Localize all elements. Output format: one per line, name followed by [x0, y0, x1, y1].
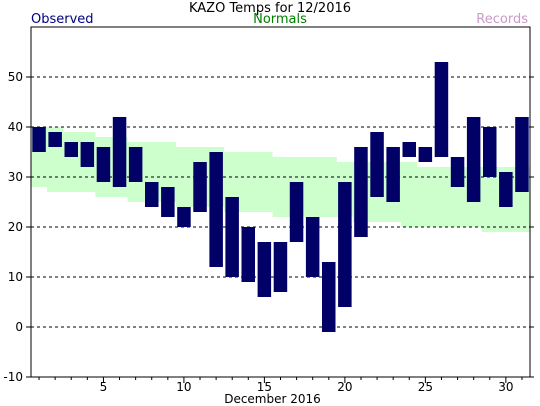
y-tick-label: 10	[8, 270, 23, 284]
observed-bar-day-13	[225, 197, 239, 277]
observed-bar-day-19	[322, 262, 336, 332]
chart-title: KAZO Temps for 12/2016	[188, 1, 352, 16]
y-tick-label: 20	[8, 220, 23, 234]
observed-bar-day-27	[450, 157, 465, 187]
observed-bar-day-31	[515, 117, 529, 192]
x-tick-label: 5	[100, 380, 108, 394]
axis-ticks-layer: -10 0 10 20 30 40 50 5 10 15 20 25 30	[3, 70, 534, 394]
observed-bar-day-16	[273, 242, 288, 292]
x-axis-label: December 2016	[224, 392, 321, 406]
normals-band-layer	[31, 127, 530, 232]
observed-bar-day-1	[32, 127, 46, 152]
legend-normals: Normals	[253, 12, 307, 27]
observed-bar-day-25	[418, 147, 433, 162]
observed-bar-day-28	[466, 117, 481, 202]
observed-bar-day-20	[338, 182, 352, 307]
observed-bars-layer	[32, 62, 529, 332]
y-tick-label: 40	[8, 120, 23, 134]
observed-bar-day-7	[128, 147, 143, 182]
observed-bar-day-29	[483, 127, 497, 177]
x-tick-label: 20	[337, 380, 352, 394]
observed-bar-day-3	[64, 142, 78, 157]
legend-observed: Observed	[31, 12, 94, 27]
observed-bar-day-18	[305, 217, 320, 277]
observed-bar-day-17	[289, 182, 304, 242]
y-tick-label: -10	[3, 370, 23, 384]
y-tick-label: 30	[8, 170, 23, 184]
observed-bar-day-15	[257, 242, 272, 297]
observed-bar-day-2	[48, 132, 62, 147]
x-tick-label: 30	[498, 380, 513, 394]
observed-bar-day-9	[161, 187, 175, 217]
observed-bar-day-14	[241, 227, 255, 282]
observed-bar-day-5	[96, 147, 111, 182]
observed-bar-day-22	[370, 132, 384, 197]
observed-bar-day-6	[112, 117, 127, 187]
observed-bar-day-26	[434, 62, 449, 157]
observed-bar-day-30	[499, 172, 513, 207]
y-tick-label: 0	[15, 320, 23, 334]
x-tick-label: 10	[176, 380, 191, 394]
x-tick-label: 15	[257, 380, 272, 394]
observed-bar-day-21	[354, 147, 368, 237]
x-tick-label: 25	[418, 380, 433, 394]
observed-bar-day-23	[386, 147, 400, 202]
observed-bar-day-12	[209, 152, 223, 267]
normals-band	[31, 127, 530, 232]
y-tick-label: 50	[8, 70, 23, 84]
observed-bar-day-4	[80, 142, 95, 167]
observed-bar-day-8	[145, 182, 159, 207]
observed-bar-day-10	[177, 207, 191, 227]
legend-records: Records	[476, 12, 528, 27]
observed-bar-day-24	[402, 142, 416, 157]
observed-bar-day-11	[193, 162, 207, 212]
